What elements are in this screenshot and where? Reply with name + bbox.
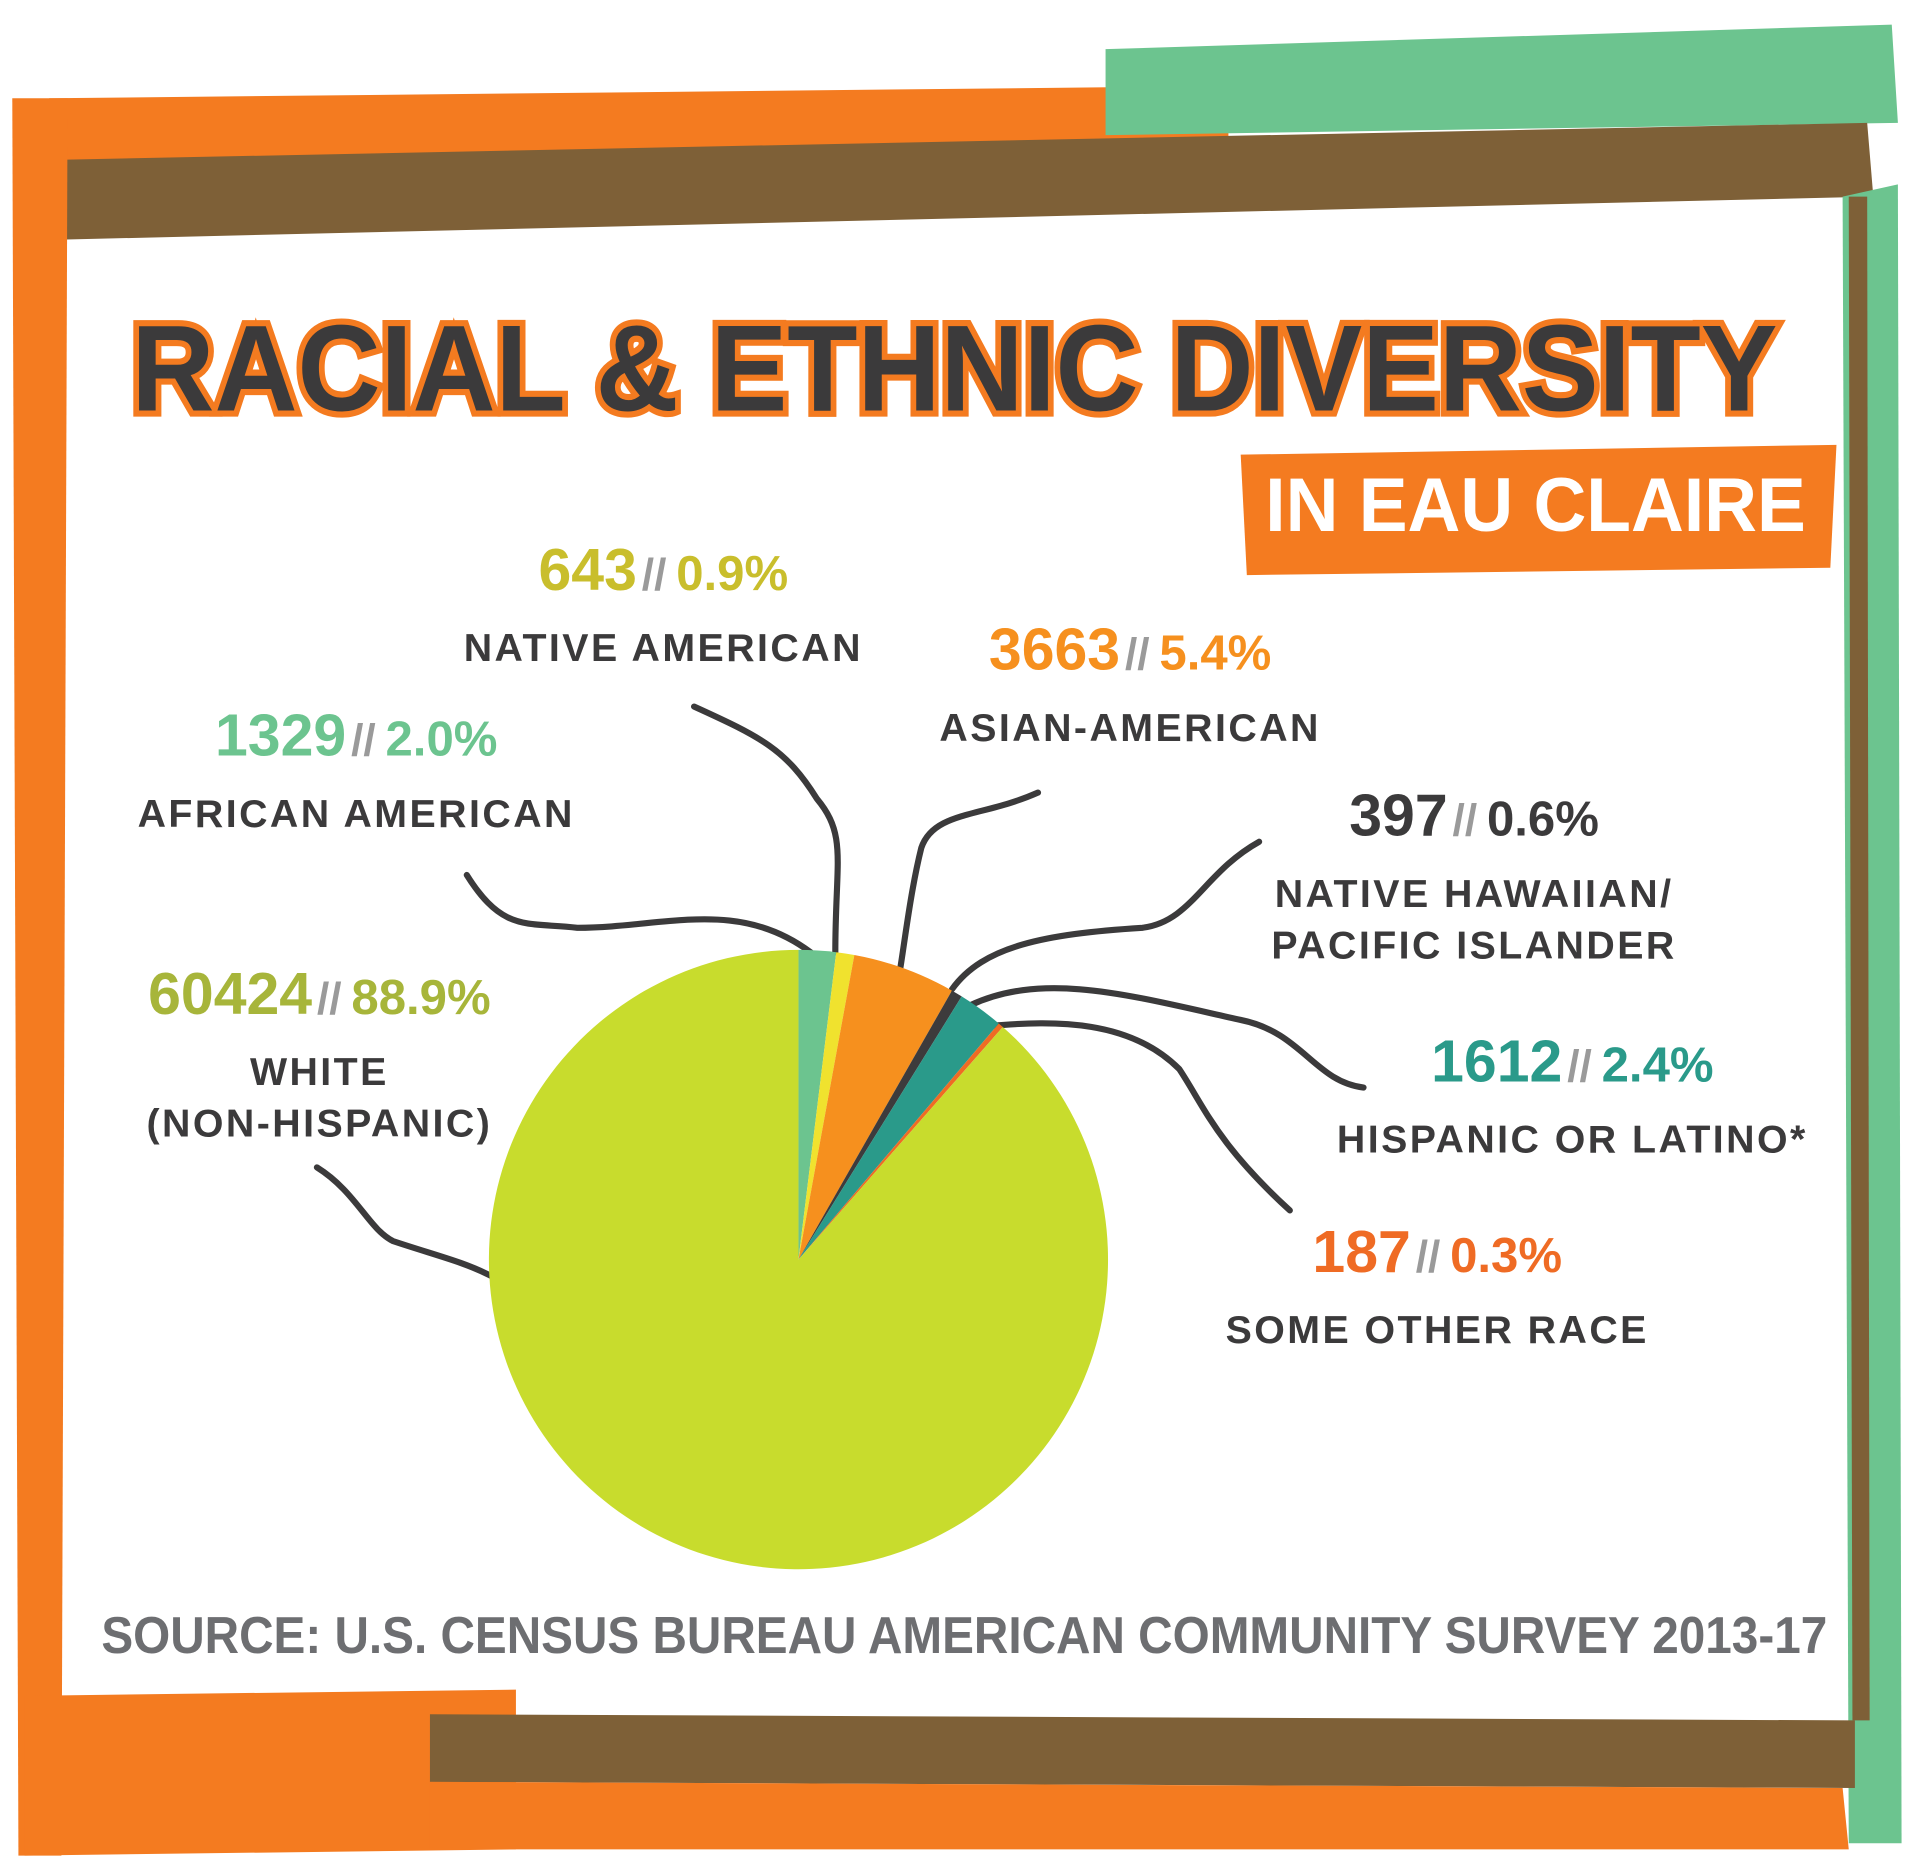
pie-slice <box>798 996 999 1260</box>
value-label: 397//0.6% <box>1349 784 1599 849</box>
percent-label: 88.9% <box>351 971 490 1025</box>
separator: // <box>1453 797 1478 846</box>
chart-title: RACIAL & ETHNIC DIVERSITY <box>131 300 1777 437</box>
frame <box>12 24 1902 1856</box>
category-label: SOME OTHER RACE <box>1226 1308 1649 1352</box>
percent-label: 2.0% <box>385 713 497 767</box>
pie-slice <box>798 949 837 1260</box>
source-note: SOURCE: U.S. CENSUS BUREAU AMERICAN COMM… <box>101 1606 1827 1664</box>
category-label: (NON-HISPANIC) <box>146 1102 492 1146</box>
percent-label: 5.4% <box>1159 627 1271 681</box>
count-label: 187 <box>1312 1220 1410 1285</box>
category-label: AFRICAN AMERICAN <box>138 792 575 836</box>
value-label: 643//0.9% <box>539 538 789 603</box>
value-label: 187//0.3% <box>1312 1220 1562 1285</box>
separator: // <box>1567 1042 1592 1091</box>
count-label: 1612 <box>1431 1029 1562 1094</box>
separator: // <box>642 551 667 600</box>
subtitle-box <box>1240 444 1837 576</box>
pie <box>488 949 1109 1570</box>
value-label: 60424//88.9% <box>148 962 491 1027</box>
separator: // <box>317 975 342 1024</box>
chart-subtitle: IN EAU CLAIRE <box>1265 463 1805 548</box>
count-label: 643 <box>539 538 637 603</box>
pie-slice <box>798 990 962 1260</box>
percent-label: 0.6% <box>1487 793 1599 847</box>
pie-slice <box>798 952 855 1260</box>
count-label: 397 <box>1349 784 1447 849</box>
count-label: 1329 <box>215 704 346 769</box>
category-label: NATIVE HAWAIIAN/ <box>1275 872 1674 916</box>
separator: // <box>1416 1233 1441 1282</box>
category-label: ASIAN-AMERICAN <box>939 706 1320 750</box>
value-label: 1329//2.0% <box>215 704 497 769</box>
percent-label: 2.4% <box>1602 1038 1714 1092</box>
category-label: WHITE <box>250 1050 389 1094</box>
pie-slice <box>798 954 952 1260</box>
category-label: PACIFIC ISLANDER <box>1271 923 1676 967</box>
separator: // <box>351 717 376 766</box>
percent-label: 0.3% <box>1450 1229 1562 1283</box>
value-label: 3663//5.4% <box>989 618 1271 683</box>
value-label: 1612//2.4% <box>1431 1029 1713 1094</box>
pie-slice <box>798 1023 1003 1260</box>
separator: // <box>1125 631 1150 680</box>
category-label: NATIVE AMERICAN <box>464 626 863 670</box>
percent-label: 0.9% <box>676 547 788 601</box>
count-label: 60424 <box>148 962 312 1027</box>
labels: 1329//2.0%AFRICAN AMERICAN643//0.9%NATIV… <box>138 538 1808 1352</box>
category-label: HISPANIC OR LATINO* <box>1337 1118 1808 1162</box>
count-label: 3663 <box>989 618 1120 683</box>
pie-slice <box>488 949 1109 1570</box>
